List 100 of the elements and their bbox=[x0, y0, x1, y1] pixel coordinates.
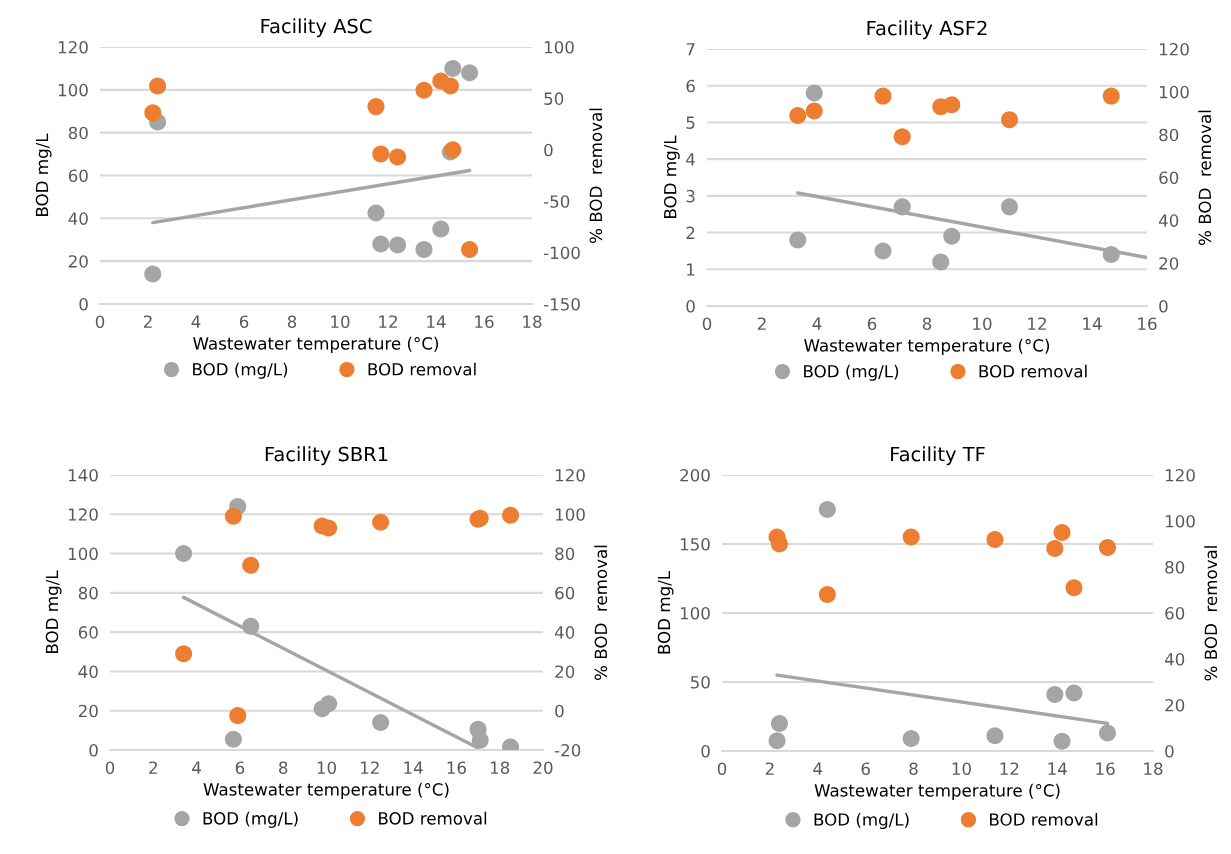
point bbox=[432, 220, 450, 238]
point bbox=[986, 727, 1004, 745]
x-tick-label: 2 bbox=[765, 762, 774, 775]
x-tick-label: 20 bbox=[533, 761, 553, 775]
legend-label: BOD removal bbox=[379, 811, 487, 825]
y2-tick-label: -100 bbox=[543, 246, 580, 260]
x-tick-label: 2 bbox=[757, 317, 766, 330]
y-tick-label: 5 bbox=[686, 116, 695, 129]
y-tick-label: 100 bbox=[68, 547, 98, 561]
x-tick-label: 4 bbox=[812, 317, 822, 330]
x-tick-label: 8 bbox=[922, 317, 932, 331]
y2-tick-label: 0 bbox=[544, 143, 553, 157]
y2-tick-label: 100 bbox=[555, 508, 585, 521]
point bbox=[461, 241, 479, 259]
y-tick-label: 4 bbox=[686, 153, 695, 166]
point bbox=[1099, 538, 1117, 556]
x-tick-label: 16 bbox=[1096, 762, 1115, 776]
x-tick-label: 10 bbox=[973, 317, 992, 331]
x-tick-label: 16 bbox=[1138, 317, 1157, 331]
point bbox=[893, 198, 911, 216]
point bbox=[770, 535, 788, 553]
point bbox=[932, 253, 950, 271]
y2-tick-label: 20 bbox=[555, 665, 575, 678]
y-tick-label: 0 bbox=[701, 744, 710, 758]
y2-tick-label: 120 bbox=[1165, 468, 1195, 482]
y-tick-label: 40 bbox=[78, 665, 98, 678]
point bbox=[805, 84, 823, 102]
x-tick-label: 6 bbox=[239, 315, 249, 329]
y-tick-label: 60 bbox=[78, 626, 98, 639]
y-tick-label: 200 bbox=[680, 468, 710, 482]
y-tick-label: 0 bbox=[89, 743, 98, 757]
x-tick-label: 18 bbox=[1144, 762, 1163, 776]
x-tick-label: 8 bbox=[287, 315, 297, 329]
point bbox=[789, 231, 807, 249]
point bbox=[471, 731, 489, 749]
legend-label: BOD (mg/L) bbox=[814, 812, 909, 830]
point bbox=[242, 556, 260, 574]
y2-tick-label: 0 bbox=[1159, 299, 1168, 313]
point bbox=[144, 265, 162, 283]
y-tick-label: 40 bbox=[68, 212, 88, 225]
point bbox=[372, 235, 390, 253]
point bbox=[805, 102, 823, 120]
y2-tick-label: 120 bbox=[555, 468, 585, 482]
y2-axis-title: % BOD removal bbox=[1204, 546, 1218, 681]
x-tick-label: 14 bbox=[1083, 317, 1102, 330]
point bbox=[372, 513, 390, 531]
point bbox=[149, 77, 167, 95]
y-axis-title: BOD mg/L bbox=[663, 135, 680, 218]
x-tick-label: 2 bbox=[143, 315, 152, 328]
legend-label: BOD (mg/L) bbox=[193, 362, 288, 379]
y-tick-label: 7 bbox=[686, 43, 695, 56]
point bbox=[818, 500, 836, 519]
point bbox=[1065, 684, 1083, 702]
point bbox=[415, 240, 433, 258]
point bbox=[1102, 87, 1120, 105]
y2-tick-label: 60 bbox=[1165, 606, 1185, 620]
point bbox=[1000, 111, 1019, 129]
point bbox=[1046, 685, 1064, 703]
y-tick-label: 100 bbox=[680, 606, 710, 620]
y-tick-label: 2 bbox=[686, 226, 695, 239]
chart-title: Facility SBR1 bbox=[265, 446, 388, 466]
x-axis-title: Wastewater temperature (°C) bbox=[193, 336, 439, 353]
x-tick-label: 18 bbox=[490, 761, 510, 775]
y2-tick-label: 40 bbox=[1164, 652, 1185, 666]
x-tick-label: 10 bbox=[952, 762, 971, 776]
y2-tick-label: 80 bbox=[1165, 560, 1185, 574]
point bbox=[367, 204, 385, 222]
point bbox=[502, 506, 520, 524]
y2-tick-label: 80 bbox=[555, 547, 575, 561]
y2-tick-label: 60 bbox=[1159, 171, 1179, 185]
legend-label: BOD removal bbox=[368, 362, 476, 376]
y2-tick-label: 50 bbox=[544, 92, 564, 105]
chart-title: Facility ASF2 bbox=[867, 20, 987, 40]
x-tick-label: 14 bbox=[427, 315, 446, 328]
point bbox=[144, 104, 162, 122]
point bbox=[461, 64, 479, 82]
chart-title: Facility TF bbox=[891, 446, 985, 466]
legend-label: BOD (mg/L) bbox=[804, 364, 899, 381]
y2-tick-label: 40 bbox=[1158, 214, 1179, 227]
point bbox=[229, 707, 247, 725]
y-tick-label: 0 bbox=[686, 299, 695, 313]
point bbox=[874, 242, 892, 260]
point bbox=[768, 732, 786, 750]
x-tick-label: 8 bbox=[279, 761, 288, 775]
point bbox=[1099, 724, 1117, 742]
x-tick-label: 6 bbox=[861, 762, 870, 776]
point bbox=[1065, 579, 1083, 597]
x-tick-label: 12 bbox=[379, 315, 397, 328]
y-tick-label: 20 bbox=[68, 255, 88, 268]
point bbox=[224, 507, 242, 525]
point bbox=[389, 148, 407, 166]
point bbox=[320, 695, 338, 713]
y-tick-label: 20 bbox=[78, 704, 98, 718]
y-tick-label: 60 bbox=[68, 169, 88, 183]
point bbox=[986, 530, 1004, 548]
y2-tick-label: 20 bbox=[1159, 257, 1179, 270]
y-tick-label: 120 bbox=[68, 508, 98, 521]
x-tick-label: 12 bbox=[361, 761, 379, 774]
x-tick-label: 6 bbox=[867, 317, 877, 331]
y2-tick-label: 120 bbox=[1159, 42, 1189, 56]
